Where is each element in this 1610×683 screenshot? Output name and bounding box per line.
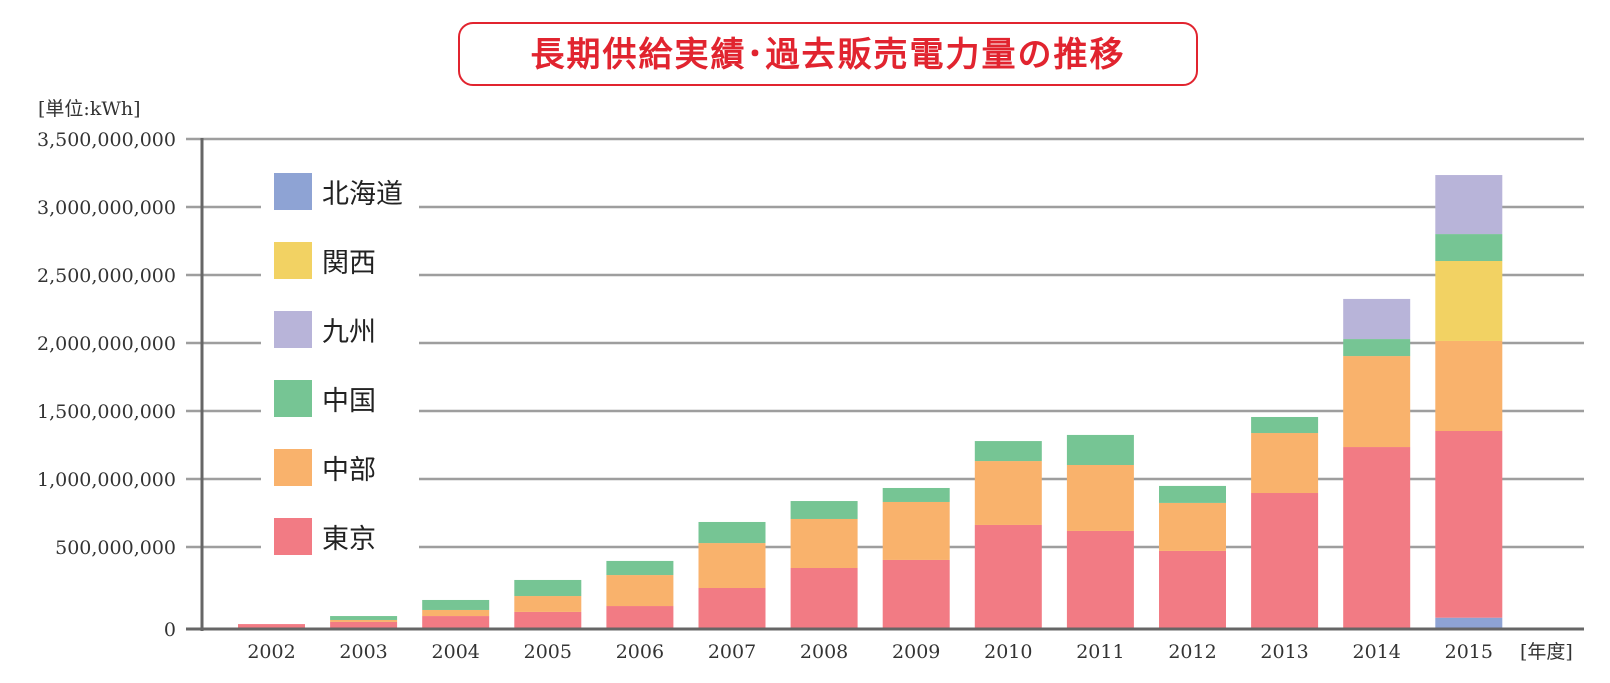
bar-segment-2006-東京	[606, 606, 674, 629]
y-axis-label: [単位:kWh]	[38, 98, 141, 120]
bar-segment-2015-九州	[1435, 175, 1503, 235]
x-tick-label: 2008	[800, 641, 848, 663]
y-tick-label: 3,000,000,000	[37, 197, 176, 219]
bar-segment-2002-東京	[238, 624, 305, 629]
bar-segment-2015-関西	[1435, 260, 1503, 341]
bar-segment-2003-中国	[330, 616, 398, 620]
x-tick-label: 2015	[1445, 641, 1493, 663]
bar-segment-2015-中国	[1435, 234, 1503, 261]
bar-segment-2009-中国	[882, 487, 950, 502]
bar-segment-2008-中部	[790, 518, 858, 568]
y-axis-ticks: 0 500,000,000 1,000,000,000 1,500,000,000 2,…	[37, 129, 176, 641]
x-tick-label: 2010	[984, 641, 1032, 663]
legend-swatch	[274, 311, 312, 348]
bar-segment-2014-九州	[1343, 298, 1411, 340]
legend-label: 九州	[322, 317, 376, 348]
y-tick-label: 2,000,000,000	[37, 333, 176, 355]
bar-segment-2003-東京	[330, 621, 398, 629]
chart-title: 長期供給実績･過去販売電力量の推移	[531, 35, 1126, 75]
legend-swatch	[274, 173, 312, 210]
bar-segment-2010-中部	[974, 461, 1042, 525]
bar-segment-2009-中部	[882, 501, 950, 560]
legend-swatch	[274, 242, 312, 279]
bar-segment-2013-中国	[1251, 416, 1319, 434]
x-tick-label: 2013	[1260, 641, 1308, 663]
legend-label: 関西	[322, 248, 376, 279]
x-tick-label: 2011	[1076, 641, 1124, 663]
bar-segment-2008-東京	[790, 567, 858, 629]
bar-segment-2007-中国	[698, 521, 766, 544]
y-tick-label: 1,500,000,000	[37, 401, 176, 423]
y-tick-label: 0	[164, 619, 176, 641]
bar-segment-2010-東京	[974, 524, 1042, 629]
bar-segment-2015-中部	[1435, 340, 1503, 431]
bar-segment-2007-東京	[698, 588, 766, 629]
bar-segment-2015-東京	[1435, 430, 1503, 618]
bar-segment-2007-中部	[698, 543, 766, 588]
x-axis-label: [年度]	[1520, 641, 1573, 663]
bar-segment-2011-中国	[1066, 434, 1134, 465]
legend-label: 東京	[322, 524, 376, 555]
x-tick-label: 2014	[1353, 641, 1401, 663]
bar-segment-2010-中国	[974, 441, 1042, 462]
y-tick-label: 500,000,000	[55, 537, 176, 559]
bar-segment-2008-中国	[790, 501, 858, 519]
x-tick-label: 2005	[524, 641, 572, 663]
bar-segment-2005-中部	[514, 596, 582, 612]
bar-segment-2012-東京	[1159, 550, 1226, 629]
bar-segment-2003-中部	[330, 619, 398, 622]
x-tick-label: 2007	[708, 641, 756, 663]
bar-segment-2006-中部	[606, 575, 674, 607]
bar-segment-2004-中国	[422, 599, 490, 610]
bar-segment-2013-東京	[1251, 493, 1319, 629]
bar-segment-2004-東京	[422, 616, 490, 629]
legend-swatch	[274, 449, 312, 486]
bar-segment-2014-中国	[1343, 339, 1411, 357]
x-tick-label: 2002	[247, 641, 295, 663]
legend-swatch	[274, 518, 312, 555]
bar-segment-2011-中部	[1066, 464, 1134, 531]
legend-background	[261, 150, 419, 570]
bar-segment-2015-北海道	[1435, 617, 1503, 629]
title-box	[458, 22, 1198, 86]
x-tick-label: 2006	[616, 641, 664, 663]
x-tick-label: 2003	[339, 641, 387, 663]
bar-segment-2012-中国	[1159, 485, 1226, 503]
bar-segment-2013-中部	[1251, 433, 1319, 494]
y-tick-label: 2,500,000,000	[37, 265, 176, 287]
bar-segment-2011-東京	[1066, 530, 1134, 629]
bar-segment-2009-東京	[882, 559, 950, 629]
x-axis-ticks: 2002 2003 2004 2005 2006 2007 2008 2009 2010 2011…	[247, 641, 1493, 663]
y-tick-label: 3,500,000,000	[37, 129, 176, 151]
x-tick-label: 2009	[892, 641, 940, 663]
legend-label: 中部	[322, 455, 376, 486]
bar-segment-2005-東京	[514, 611, 582, 629]
bar-segment-2014-中部	[1343, 356, 1411, 448]
bar-segment-2006-中国	[606, 560, 674, 576]
bar-segment-2014-東京	[1343, 447, 1411, 629]
x-tick-label: 2004	[432, 641, 480, 663]
legend-swatch	[274, 380, 312, 417]
legend-label: 北海道	[322, 179, 403, 210]
bars	[238, 175, 1503, 629]
bar-segment-2005-中国	[514, 579, 582, 597]
bar-segment-2012-中部	[1159, 502, 1226, 551]
bar-segment-2004-中部	[422, 609, 490, 617]
y-tick-label: 1,000,000,000	[37, 469, 176, 491]
x-tick-label: 2012	[1168, 641, 1216, 663]
legend-label: 中国	[322, 386, 376, 417]
